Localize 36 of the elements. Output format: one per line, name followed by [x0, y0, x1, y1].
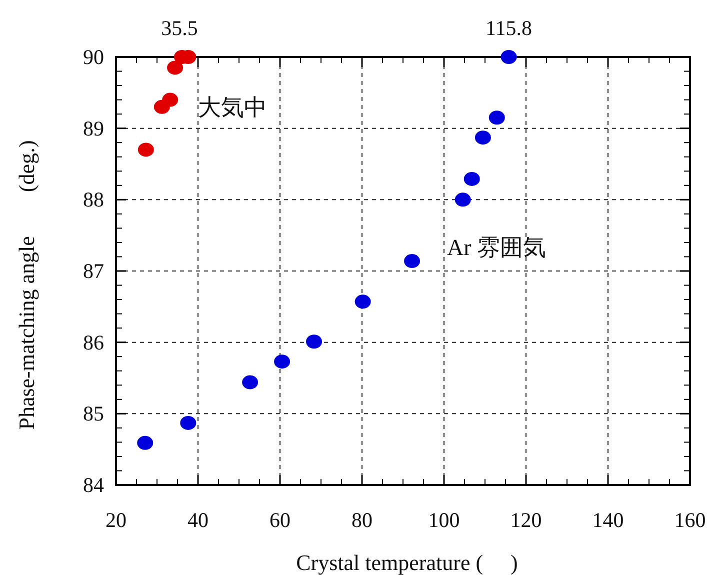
- point: [167, 60, 184, 75]
- y-tick-label: 88: [83, 188, 104, 212]
- y-tick-label: 87: [83, 259, 104, 283]
- point: [488, 110, 505, 125]
- x-tick-label: 100: [428, 508, 460, 532]
- point: [454, 192, 471, 207]
- point: [180, 416, 196, 430]
- point: [354, 294, 371, 309]
- x-tick-label: 40: [188, 508, 208, 532]
- y-tick-label: 86: [83, 330, 104, 354]
- annotation: 35.5: [161, 16, 198, 40]
- annotation: 115.8: [486, 16, 532, 40]
- x-tick-label: 60: [270, 508, 290, 532]
- point: [242, 375, 258, 390]
- point: [162, 92, 178, 107]
- x-tick-label: 120: [510, 508, 542, 532]
- point: [464, 172, 480, 186]
- y-axis-title: Phase-matching angle (deg.): [14, 140, 39, 430]
- point: [474, 130, 491, 145]
- x-tick-label: 80: [352, 508, 372, 532]
- y-tick-label: 84: [83, 473, 104, 497]
- series-label: 大気中: [198, 94, 268, 120]
- point: [138, 142, 154, 157]
- x-tick-label: 20: [106, 508, 126, 532]
- series-label: Ar 雰囲気: [447, 235, 546, 260]
- point: [274, 354, 290, 369]
- point: [404, 254, 420, 268]
- x-tick-label: 160: [674, 508, 706, 532]
- point: [306, 334, 322, 349]
- x-axis-title: Crystal temperature ( ): [296, 550, 518, 575]
- x-tick-label: 140: [592, 508, 624, 532]
- point: [137, 436, 154, 450]
- y-tick-label: 90: [83, 45, 104, 69]
- point: [500, 50, 517, 64]
- y-tick-label: 89: [83, 116, 104, 140]
- y-tick-label: 85: [83, 402, 104, 426]
